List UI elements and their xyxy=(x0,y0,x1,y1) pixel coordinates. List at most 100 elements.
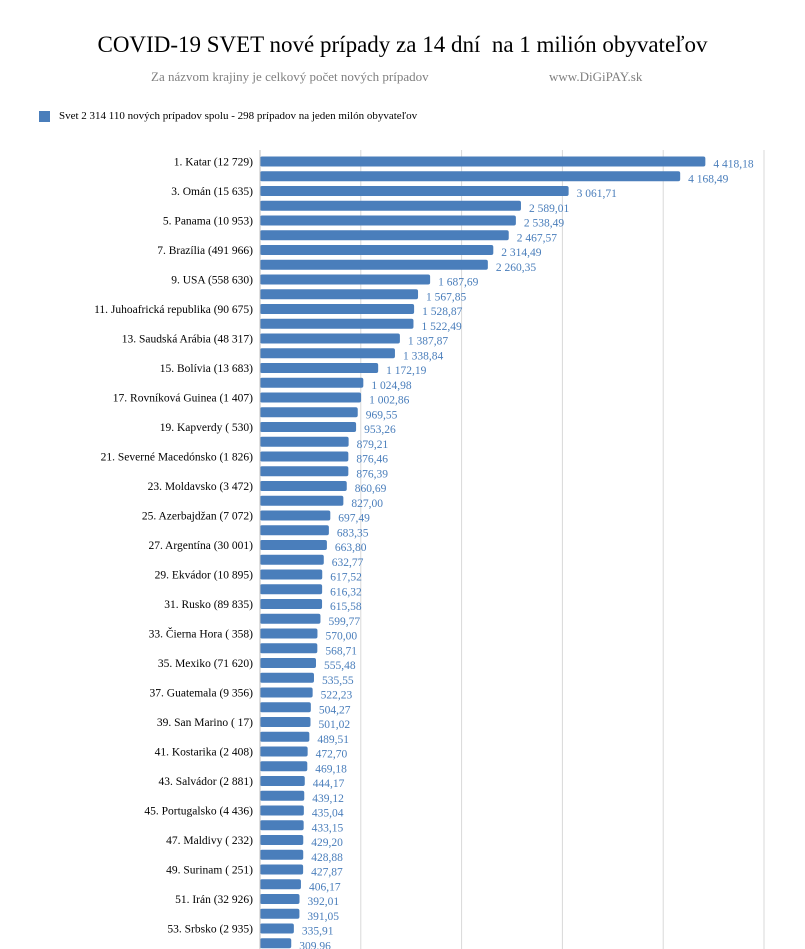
bar xyxy=(260,672,314,683)
category-label: 11. Juhoafrická republika (90 675) xyxy=(94,304,253,316)
category-label: 39. San Marino ( 17) xyxy=(157,717,253,729)
bar xyxy=(260,156,706,167)
bar xyxy=(260,731,310,742)
bar xyxy=(260,215,516,226)
bar xyxy=(260,746,308,757)
data-label: 599,77 xyxy=(328,616,360,628)
data-label: 435,04 xyxy=(312,808,344,820)
category-label: 33. Čierna Hora ( 358) xyxy=(149,627,254,641)
bar xyxy=(260,938,292,949)
bar xyxy=(260,908,300,919)
bar xyxy=(260,776,305,786)
bar xyxy=(260,569,323,580)
category-label: 23. Moldavsko (3 472) xyxy=(148,481,254,493)
chart-subtitle: Za názvom krajiny je celkový počet novýc… xyxy=(151,69,429,84)
data-label: 4 418,18 xyxy=(713,159,754,171)
data-label: 2 589,01 xyxy=(529,203,570,215)
bar xyxy=(260,451,349,462)
data-label: 489,51 xyxy=(317,734,349,746)
data-label: 3 061,71 xyxy=(577,188,618,200)
chart-legend: Svet 2 314 110 nových prípadov spolu - 2… xyxy=(39,110,417,122)
data-label: 335,91 xyxy=(302,926,334,938)
data-label: 1 002,86 xyxy=(369,395,410,407)
category-label: 9. USA (558 630) xyxy=(171,275,253,287)
data-label: 309,96 xyxy=(299,940,331,949)
bar xyxy=(260,304,415,314)
bar xyxy=(260,363,379,373)
bar xyxy=(260,761,308,772)
data-label: 4 168,49 xyxy=(688,173,729,185)
data-label: 2 467,57 xyxy=(517,232,558,244)
data-label: 616,32 xyxy=(330,586,362,598)
data-label: 663,80 xyxy=(335,542,367,554)
bar xyxy=(260,318,414,329)
category-label: 1. Katar (12 729) xyxy=(174,157,253,169)
data-label: 876,46 xyxy=(356,454,388,466)
bar xyxy=(260,820,304,831)
bar xyxy=(260,540,327,550)
data-label: 1 387,87 xyxy=(408,336,449,348)
bar xyxy=(260,702,311,713)
data-label: 879,21 xyxy=(357,439,389,451)
data-label: 501,02 xyxy=(319,719,351,731)
category-label: 17. Rovníková Guinea (1 407) xyxy=(113,393,253,405)
bar xyxy=(260,230,509,241)
data-label: 427,87 xyxy=(311,867,343,879)
bar xyxy=(260,436,349,447)
data-label: 1 528,87 xyxy=(422,306,463,318)
bar xyxy=(260,274,431,285)
category-label: 47. Maldivy ( 232) xyxy=(166,835,253,847)
bar xyxy=(260,171,681,182)
legend-label: Svet 2 314 110 nových prípadov spolu - 2… xyxy=(59,110,418,122)
bar xyxy=(260,554,324,565)
data-label: 615,58 xyxy=(330,601,362,613)
category-label: 19. Kapverdy ( 530) xyxy=(160,422,253,434)
bar xyxy=(260,879,301,890)
data-label: 522,23 xyxy=(321,690,353,702)
bar xyxy=(260,849,304,860)
data-label: 444,17 xyxy=(313,778,345,790)
bar xyxy=(260,613,321,624)
data-label: 860,69 xyxy=(355,483,387,495)
data-label: 433,15 xyxy=(312,822,344,834)
category-label: 3. Omán (15 635) xyxy=(171,186,253,198)
bar xyxy=(260,510,331,521)
category-label: 37. Guatemala (9 356) xyxy=(150,688,254,700)
data-label: 570,00 xyxy=(325,631,357,643)
data-label: 392,01 xyxy=(308,896,340,908)
bar xyxy=(260,643,318,654)
category-label: 49. Surinam ( 251) xyxy=(166,865,253,877)
data-label: 2 538,49 xyxy=(524,218,565,230)
data-label: 2 314,49 xyxy=(501,247,542,259)
bar xyxy=(260,894,300,904)
data-label: 391,05 xyxy=(307,911,339,923)
bar xyxy=(260,525,329,536)
data-label: 1 522,49 xyxy=(421,321,462,333)
data-label: 632,77 xyxy=(332,557,364,569)
bar xyxy=(260,658,316,668)
data-label: 504,27 xyxy=(319,704,351,716)
category-label: 21. Severné Macedónsko (1 826) xyxy=(101,452,254,464)
data-label: 568,71 xyxy=(325,645,357,657)
data-label: 1 567,85 xyxy=(426,291,467,303)
category-label: 13. Saudská Arábia (48 317) xyxy=(122,334,253,346)
category-label: 41. Kostarika (2 408) xyxy=(155,747,254,759)
bar xyxy=(260,377,364,388)
data-label: 535,55 xyxy=(322,675,354,687)
category-label: 29. Ekvádor (10 895) xyxy=(155,570,254,582)
data-label: 683,35 xyxy=(337,527,369,539)
category-label: 35. Mexiko (71 620) xyxy=(158,658,253,670)
data-label: 1 024,98 xyxy=(371,380,412,392)
data-label: 697,49 xyxy=(338,513,370,525)
data-label: 953,26 xyxy=(364,424,396,436)
category-label: 45. Portugalsko (4 436) xyxy=(144,806,253,818)
data-label: 876,39 xyxy=(356,468,388,480)
bar xyxy=(260,392,362,403)
data-label: 472,70 xyxy=(316,749,348,761)
data-label: 1 687,69 xyxy=(438,277,479,289)
bar xyxy=(260,599,323,609)
category-label: 15. Bolívia (13 683) xyxy=(160,363,253,375)
data-label: 1 172,19 xyxy=(386,365,427,377)
chart-credit: www.DiGiPAY.sk xyxy=(549,69,643,84)
